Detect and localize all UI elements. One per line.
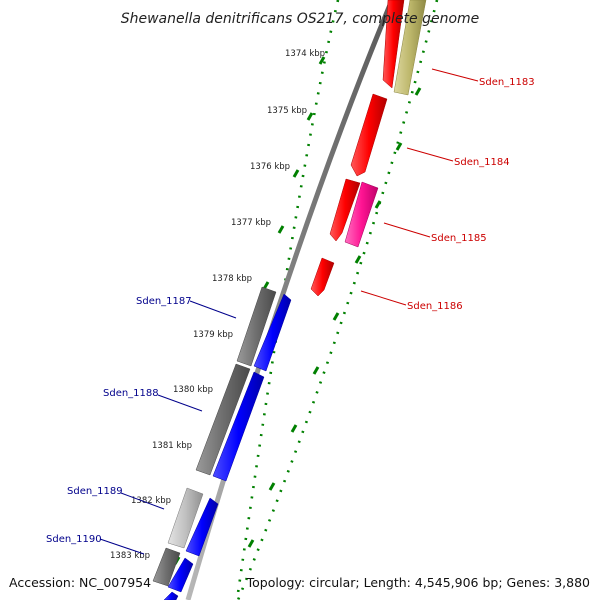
gene-sden-1187-arrow[interactable] [253,293,292,372]
left-leader-lines [99,300,237,555]
gene-label-sden-1188[interactable]: Sden_1188 [103,388,159,399]
gene-label-sden-1189[interactable]: Sden_1189 [67,486,123,497]
gene-magenta-arrow[interactable] [344,181,379,248]
gene-sden-1185-arrow[interactable] [329,178,361,242]
gene-label-sden-1187[interactable]: Sden_1187 [136,296,192,307]
accession-text: Accession: NC_007954 [9,575,151,590]
tick-label: 1375 kbp [267,106,307,116]
gene-sden-1188-box[interactable] [195,363,251,476]
gene-label-sden-1185[interactable]: Sden_1185 [431,233,487,244]
gene-sden-1190-box[interactable] [152,547,181,587]
genome-backbone [185,0,395,600]
right-leader-lines [360,68,479,306]
tick-label: 1380 kbp [173,385,213,395]
gene-khaki-arrow[interactable] [393,0,427,96]
gene-sden-1184-arrow[interactable] [350,93,388,177]
gene-sden-1187-box[interactable] [236,286,277,367]
major-ticks-outer [173,56,326,565]
gene-sden-1190-arrow[interactable] [167,557,194,593]
tick-label: 1374 kbp [285,49,325,59]
tick-label: 1383 kbp [110,551,150,561]
tick-label: 1382 kbp [131,496,171,506]
gene-sden-1183-arrow[interactable] [382,0,405,89]
gene-sden-1189-box[interactable] [167,487,204,549]
gene-sden-1188-arrow[interactable] [212,371,265,482]
gene-sden-1186-arrow[interactable] [310,257,335,297]
tick-label: 1381 kbp [152,441,192,451]
gene-label-sden-1190[interactable]: Sden_1190 [46,534,102,545]
map-title: Shewanella denitrificans OS217, complete… [121,11,480,27]
gene-bottom-arrow[interactable] [163,591,179,600]
gene-label-sden-1183[interactable]: Sden_1183 [479,77,535,88]
gene-label-sden-1184[interactable]: Sden_1184 [454,157,510,168]
tick-label: 1378 kbp [212,274,252,284]
gene-sden-1189-arrow[interactable] [185,497,219,557]
tick-label: 1379 kbp [193,330,233,340]
tick-label: 1377 kbp [231,218,271,228]
major-ticks-inner [247,87,422,548]
genome-summary-text: Topology: circular; Length: 4,545,906 bp… [246,575,590,590]
gene-label-sden-1186[interactable]: Sden_1186 [407,301,463,312]
tick-label: 1376 kbp [250,162,290,172]
